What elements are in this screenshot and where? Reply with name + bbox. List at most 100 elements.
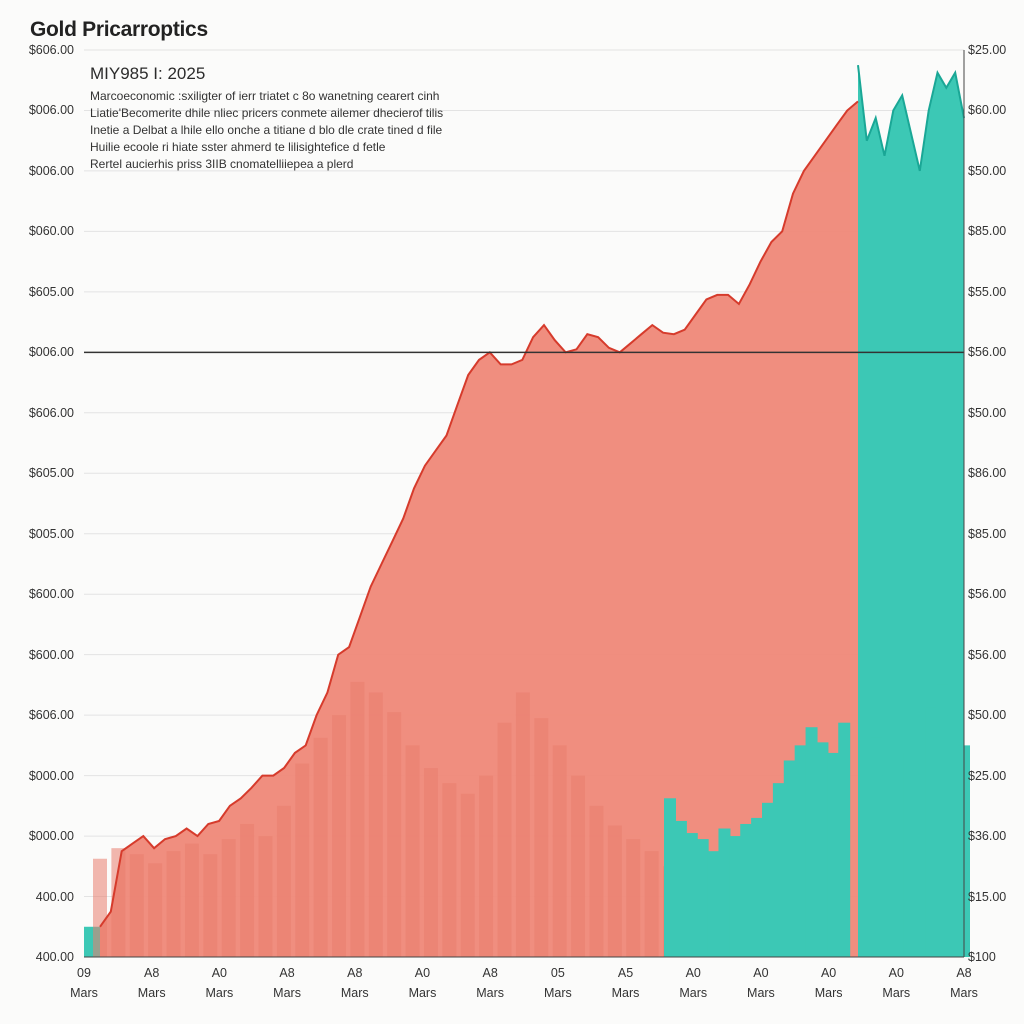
x-tick-sublabel: Mars (273, 986, 301, 1000)
y-tick-label-left: $605.00 (28, 284, 74, 299)
annotation-line: Rertel aucierhis priss 3IIB cnomatelliie… (90, 157, 354, 171)
lower-band-bar (387, 712, 402, 957)
y-tick-label-right: $85.00 (968, 224, 1007, 239)
y-tick-label-left: $006.00 (28, 345, 74, 360)
lower-band-bar (515, 692, 530, 957)
y-tick-label-left: $006.00 (28, 103, 74, 118)
x-tick-label: A5 (617, 966, 634, 980)
lower-band-bar (589, 805, 604, 957)
lower-band-bar (405, 745, 420, 957)
lower-band-bar (221, 839, 236, 957)
y-tick-label-right: $50.00 (968, 708, 1007, 723)
y-tick-label-right: $56.00 (968, 587, 1007, 602)
annotation-line: Liatie'Becomerite dhile nliec pricers co… (90, 106, 444, 120)
lower-band-bar (442, 783, 457, 957)
y-tick-label-right: $56.00 (968, 647, 1007, 662)
lower-band-bar (816, 742, 829, 957)
annotation-block: Marcoeconomic :sxiligter of ierr triatet… (90, 88, 490, 173)
x-tick-label: A8 (279, 966, 295, 980)
lower-band-bar (794, 745, 807, 957)
lower-band-bar (664, 798, 676, 957)
lower-band-bar (534, 718, 549, 957)
lower-band-bar (644, 851, 659, 957)
x-tick-label: 09 (77, 966, 91, 980)
y-tick-label-right: $86.00 (968, 466, 1007, 481)
y-tick-label-right: $55.00 (968, 284, 1007, 299)
y-tick-label-left: $006.00 (28, 163, 74, 178)
lower-band-bar (707, 851, 720, 957)
lower-band-bar (203, 854, 218, 957)
lower-band-bar (772, 783, 785, 957)
lower-band-bar (552, 745, 567, 957)
lower-band-bar (129, 854, 144, 957)
lower-band-bar (148, 863, 163, 957)
lower-band-bar (93, 858, 107, 957)
lower-band-bar (332, 715, 347, 957)
x-tick-label: A0 (414, 966, 431, 980)
y-tick-label-right: $36.00 (968, 829, 1007, 844)
lower-band-bar (350, 681, 365, 957)
lower-band-bar (626, 839, 641, 957)
y-tick-label-right: $50.00 (968, 405, 1007, 420)
lower-band-bar (925, 707, 938, 957)
lower-band-bar (295, 763, 310, 957)
price-line (99, 100, 859, 928)
annotation-line: Marcoeconomic :sxiligter of ierr triatet… (90, 89, 440, 103)
x-tick-label: 05 (550, 966, 565, 980)
y-tick-label-right: $25.00 (968, 43, 1007, 57)
lower-band-bar (838, 722, 851, 957)
y-tick-label-left: $606.00 (28, 708, 74, 723)
y-tick-label-left: $000.00 (28, 768, 74, 783)
lower-band-bar (762, 802, 774, 957)
y-tick-label-right: $15.00 (968, 889, 1007, 904)
series-bars (93, 669, 970, 957)
x-tick-sublabel: Mars (408, 986, 437, 1000)
lower-band-bar (571, 775, 586, 957)
x-tick-sublabel: Mars (611, 986, 640, 1000)
lower-band-bar (497, 722, 512, 957)
lower-band-bar (674, 820, 687, 957)
lower-band-bar (607, 825, 622, 957)
x-tick-label: A8 (144, 966, 160, 980)
lower-band-bar (729, 836, 742, 957)
lower-band-bar (740, 823, 753, 957)
lower-band-bar (783, 760, 796, 957)
x-tick-sublabel: Mars (747, 986, 775, 1000)
x-tick-label: A0 (753, 966, 769, 980)
x-tick-sublabel: Mars (950, 986, 978, 1000)
lower-band-bar (423, 768, 438, 957)
y-tick-label-left: $000.00 (28, 829, 74, 844)
lower-band-bar (947, 715, 960, 957)
price-area (100, 101, 858, 957)
x-tick-sublabel: Mars (340, 986, 369, 1000)
lower-band-bar (860, 669, 872, 957)
x-tick-sublabel: Mars (543, 986, 572, 1000)
y-tick-label-right: $25.00 (968, 768, 1007, 783)
x-tick-label: A8 (482, 966, 498, 980)
lower-band-bar (892, 790, 905, 957)
y-tick-label-left: $605.00 (28, 466, 74, 481)
lower-band-bar (870, 737, 883, 957)
lower-band-bar (805, 727, 818, 957)
lower-band-bar (936, 684, 949, 957)
x-tick-label: A0 (211, 966, 228, 980)
y-tick-label-left: $606.00 (28, 405, 74, 420)
lower-band-bar (111, 848, 126, 957)
y-tick-label-left: $005.00 (28, 526, 74, 541)
y-tick-label-left: $060.00 (28, 224, 74, 239)
x-tick-label: A8 (347, 966, 363, 980)
x-tick-sublabel: Mars (679, 986, 708, 1000)
axes (84, 50, 965, 958)
y-tick-label-left: 400.00 (35, 889, 74, 904)
lower-band-bar (914, 730, 927, 957)
lower-band-bar (313, 737, 328, 957)
annotation-line: Inetie a Delbat a lhile ello onche a tit… (90, 123, 443, 137)
lower-band-bar (460, 793, 475, 957)
y-tick-label-right: $100 (968, 950, 996, 964)
y-tick-label-left: $600.00 (28, 587, 74, 602)
lower-band-bar (881, 775, 894, 957)
x-tick-sublabel: Mars (476, 986, 505, 1000)
lower-band-bar (718, 828, 731, 957)
y-tick-label-right: $60.00 (968, 103, 1007, 118)
